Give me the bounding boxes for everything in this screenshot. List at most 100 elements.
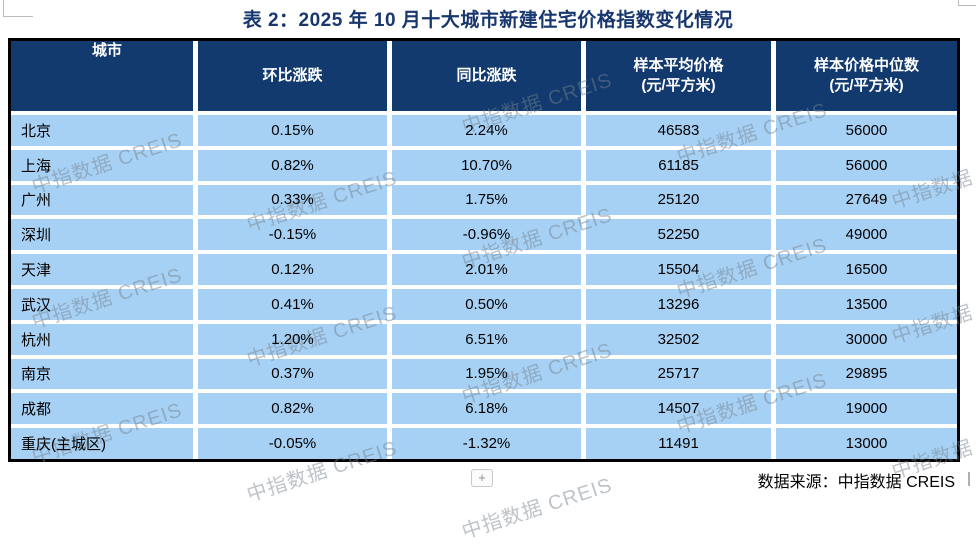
cell-value: 29895 <box>845 365 888 383</box>
cell-value: 14507 <box>657 400 700 418</box>
column-header: 样本平均价格 (元/平方米) <box>586 41 771 111</box>
page-corner-mark-top-left <box>3 0 4 17</box>
cell-city: 重庆(主城区) <box>11 428 193 459</box>
cell-mom: 0.33% <box>198 184 387 216</box>
table-header-row: 城市 环比涨跌 同比涨跌 样本平均价格 (元/平方米) 样本价格中位数 (元/平方米) <box>11 41 957 111</box>
cell-avg: 11491 <box>586 428 771 459</box>
cell-value: -0.96% <box>462 226 511 244</box>
cell-yoy: 0.50% <box>392 288 581 320</box>
cell-mom: -0.05% <box>198 428 387 459</box>
cell-value: 46583 <box>657 121 700 139</box>
table-row: 成都 0.82% 6.18% 14507 19000 <box>11 393 957 425</box>
cell-value: 52250 <box>657 226 700 244</box>
cell-city: 深圳 <box>11 219 193 251</box>
data-source-text: 数据来源：中指数据 CREIS <box>757 474 955 491</box>
cell-city: 北京 <box>11 115 193 146</box>
cell-yoy: 6.18% <box>392 393 581 425</box>
column-header: 城市 <box>11 41 193 111</box>
cell-median: 29895 <box>776 358 957 390</box>
column-header-label: 样本价格中位数 <box>813 56 919 74</box>
cell-median: 13000 <box>776 428 957 459</box>
cell-mom: 1.20% <box>198 323 387 355</box>
cell-yoy: 6.51% <box>392 323 581 355</box>
table-row: 杭州 1.20% 6.51% 32502 30000 <box>11 323 957 355</box>
cell-avg: 15504 <box>586 254 771 285</box>
cell-median: 19000 <box>776 393 957 425</box>
cell-median: 56000 <box>776 149 957 181</box>
cell-median: 56000 <box>776 115 957 146</box>
page-corner-mark-top-right <box>958 5 976 6</box>
table-row: 广州 0.33% 1.75% 25120 27649 <box>11 184 957 216</box>
table-row: 上海 0.82% 10.70% 61185 56000 <box>11 149 957 181</box>
cell-value: 0.33% <box>271 191 314 209</box>
table-row: 北京 0.15% 2.24% 46583 56000 <box>11 115 957 146</box>
cell-city: 杭州 <box>11 323 193 355</box>
cell-value: 56000 <box>845 121 888 139</box>
page-corner-mark-top-left <box>3 16 33 17</box>
cell-yoy: 2.24% <box>392 115 581 146</box>
cell-value: 2.01% <box>465 261 508 279</box>
page-corner-mark-top-right <box>958 0 959 6</box>
cell-city: 武汉 <box>11 288 193 320</box>
cell-value: 0.37% <box>271 365 314 383</box>
cell-yoy: 1.95% <box>392 358 581 390</box>
table-row: 武汉 0.41% 0.50% 13296 13500 <box>11 288 957 320</box>
cell-yoy: -1.32% <box>392 428 581 459</box>
table-row: 天津 0.12% 2.01% 15504 16500 <box>11 254 957 285</box>
table-row: 重庆(主城区) -0.05% -1.32% 11491 13000 <box>11 428 957 459</box>
cell-avg: 14507 <box>586 393 771 425</box>
cell-mom: 0.15% <box>198 115 387 146</box>
column-header-unit: (元/平方米) <box>641 77 716 94</box>
cell-yoy: 10.70% <box>392 149 581 181</box>
cell-avg: 25120 <box>586 184 771 216</box>
cell-value: 6.51% <box>465 330 508 348</box>
cell-city: 上海 <box>11 149 193 181</box>
cell-median: 13500 <box>776 288 957 320</box>
cell-value: 25717 <box>657 365 700 383</box>
column-header-unit: (元/平方米) <box>829 77 904 94</box>
cell-value: 深圳 <box>21 227 52 245</box>
cell-avg: 52250 <box>586 219 771 251</box>
cell-avg: 46583 <box>586 115 771 146</box>
cell-mom: 0.41% <box>198 288 387 320</box>
cell-median: 30000 <box>776 323 957 355</box>
cell-value: 2.24% <box>465 121 508 139</box>
cell-value: 13500 <box>845 295 888 313</box>
cell-value: 16500 <box>845 261 888 279</box>
cell-median: 27649 <box>776 184 957 216</box>
cell-value: 25120 <box>657 191 700 209</box>
cell-value: 6.18% <box>465 400 508 418</box>
cell-value: 天津 <box>21 262 52 280</box>
column-header: 样本价格中位数 (元/平方米) <box>776 41 957 111</box>
cell-value: 27649 <box>845 191 888 209</box>
cell-city: 成都 <box>11 393 193 425</box>
page-edge-tick <box>968 472 970 486</box>
cell-value: 武汉 <box>21 296 52 314</box>
cell-yoy: -0.96% <box>392 219 581 251</box>
cell-value: -0.05% <box>268 435 317 453</box>
cell-value: 0.82% <box>271 400 314 418</box>
cell-value: 1.75% <box>465 191 508 209</box>
cell-median: 16500 <box>776 254 957 285</box>
cell-value: 南京 <box>21 366 52 384</box>
cell-value: 杭州 <box>21 331 52 349</box>
cell-value: -1.32% <box>462 435 511 453</box>
cell-mom: 0.12% <box>198 254 387 285</box>
cell-city: 广州 <box>11 184 193 216</box>
page-title: 表 2：2025 年 10 月十大城市新建住宅价格指数变化情况 <box>242 10 734 31</box>
cell-value: 北京 <box>21 122 52 140</box>
cell-value: 32502 <box>657 330 700 348</box>
cell-value: 重庆(主城区) <box>21 436 106 454</box>
cell-value: 13296 <box>657 295 700 313</box>
cell-avg: 13296 <box>586 288 771 320</box>
price-index-table: 城市 环比涨跌 同比涨跌 样本平均价格 (元/平方米) 样本价格中位数 (元/平方米) 北京… <box>8 38 960 462</box>
cell-yoy: 1.75% <box>392 184 581 216</box>
cell-value: 0.12% <box>271 261 314 279</box>
column-header: 同比涨跌 <box>392 41 581 111</box>
column-header-label: 城市 <box>91 42 122 59</box>
add-button[interactable]: + <box>471 469 493 487</box>
cell-median: 49000 <box>776 219 957 251</box>
cell-mom: 0.82% <box>198 149 387 181</box>
cell-city: 南京 <box>11 358 193 390</box>
cell-value: 1.95% <box>465 365 508 383</box>
